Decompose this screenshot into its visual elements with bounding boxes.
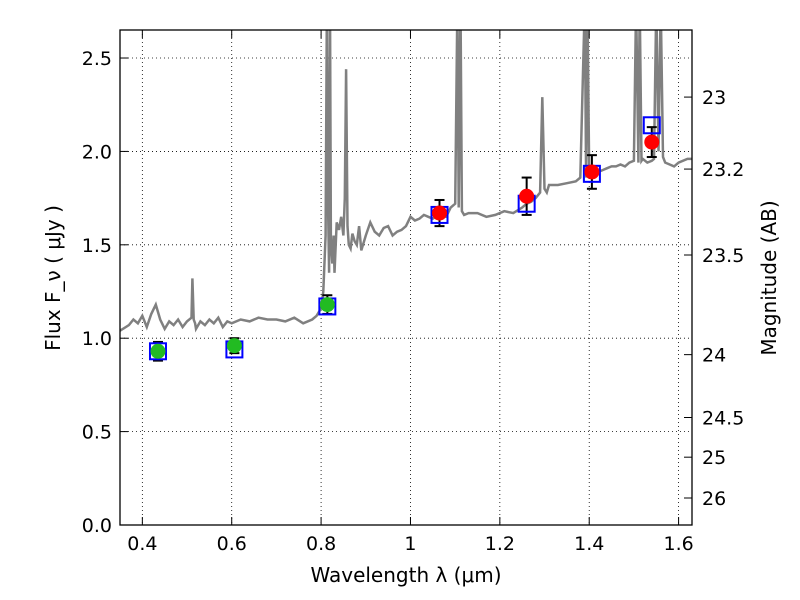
y-tick-label: 2.0 bbox=[82, 141, 112, 163]
magnitude-tick-label: 25 bbox=[702, 447, 726, 469]
plot-area bbox=[120, 30, 692, 362]
model-spectrum-line bbox=[120, 30, 692, 333]
x-tick-label: 0.8 bbox=[306, 533, 336, 555]
y-tick-label: 1.0 bbox=[82, 328, 112, 350]
x-tick-label: 1 bbox=[404, 533, 416, 555]
x-tick-label: 1.4 bbox=[574, 533, 604, 555]
y-axis-title: Flux F_ν ( μJy ) bbox=[41, 205, 65, 351]
magnitude-tick-label: 24 bbox=[702, 345, 726, 367]
y-tick-label: 2.5 bbox=[82, 48, 112, 70]
observed-point bbox=[226, 338, 242, 354]
y-tick-label: 0.0 bbox=[82, 515, 112, 537]
y-axis-ticks: 0.0 0.5 1.0 1.5 2.0 2.5 bbox=[82, 48, 128, 537]
model-photometry-box bbox=[642, 116, 661, 135]
x-tick-label: 1.6 bbox=[663, 533, 693, 555]
grid-lines bbox=[120, 30, 692, 526]
observed-point bbox=[644, 134, 660, 150]
magnitude-tick-label: 24.5 bbox=[702, 408, 744, 430]
magnitude-tick-label: 26 bbox=[702, 488, 726, 510]
y-tick-label: 0.5 bbox=[82, 422, 112, 444]
x-tick-label: 1.2 bbox=[485, 533, 515, 555]
observed-points bbox=[150, 134, 660, 359]
x-axis-ticks: 0.4 0.6 0.8 1 1.2 1.4 1.6 bbox=[127, 30, 694, 555]
magnitude-tick-label: 23.2 bbox=[702, 159, 744, 181]
x-axis-title: Wavelength λ (μm) bbox=[310, 563, 501, 587]
x-tick-label: 0.6 bbox=[217, 533, 247, 555]
y-tick-label: 1.5 bbox=[82, 235, 112, 257]
magnitude-tick-label: 23 bbox=[702, 87, 726, 109]
magnitude-tick-label: 23.5 bbox=[702, 245, 744, 267]
magnitude-axis-title: Magnitude (AB) bbox=[757, 200, 781, 355]
model-photometry-box bbox=[148, 342, 167, 361]
magnitude-axis-ticks: 23 23.2 23.5 24 24.5 25 26 bbox=[684, 87, 744, 510]
plot-frame bbox=[119, 29, 693, 526]
observed-point bbox=[519, 188, 535, 204]
observed-point bbox=[584, 164, 600, 180]
observed-point bbox=[150, 343, 166, 359]
observed-point bbox=[432, 205, 448, 221]
x-tick-label: 0.4 bbox=[127, 533, 157, 555]
observed-point bbox=[319, 297, 335, 313]
